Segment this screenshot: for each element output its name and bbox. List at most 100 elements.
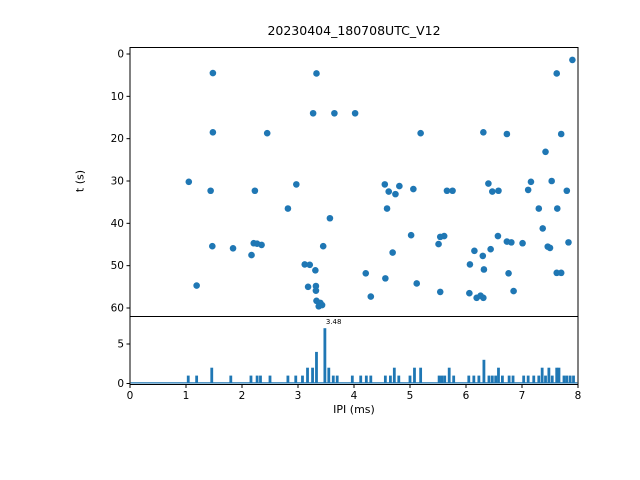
scatter-point bbox=[569, 56, 576, 64]
scatter-point bbox=[383, 205, 391, 212]
scatter-point bbox=[563, 187, 571, 195]
scatter-point bbox=[389, 249, 396, 256]
scatter-point bbox=[315, 303, 323, 310]
scatter-point bbox=[392, 190, 399, 198]
scatter-point bbox=[417, 129, 424, 137]
scatter-point bbox=[485, 180, 492, 187]
scatter-axes-frame bbox=[129, 47, 579, 317]
histogram-bar bbox=[259, 375, 262, 384]
histogram-bar bbox=[210, 367, 214, 384]
scatter-y-axis-label: t (s) bbox=[73, 169, 87, 193]
scatter-point bbox=[489, 188, 496, 195]
histogram-bar bbox=[268, 375, 272, 384]
scatter-y-tick-label: 60 bbox=[111, 303, 124, 315]
scatter-point bbox=[548, 177, 555, 185]
scatter-point bbox=[326, 214, 334, 222]
scatter-point bbox=[436, 288, 444, 296]
histogram-y-tick-label: 5 bbox=[117, 339, 124, 351]
scatter-point bbox=[440, 232, 448, 240]
x-axis-tick-label: 2 bbox=[239, 390, 246, 402]
histogram-bar bbox=[389, 375, 392, 384]
scatter-point bbox=[527, 178, 535, 186]
histogram-bar bbox=[497, 367, 500, 384]
histogram-bar bbox=[392, 367, 396, 384]
scatter-point bbox=[304, 283, 312, 291]
x-axis-tick-label: 5 bbox=[407, 390, 414, 402]
scatter-point bbox=[229, 245, 237, 252]
scatter-point bbox=[381, 181, 389, 188]
histogram-bar bbox=[526, 375, 530, 384]
histogram-bar bbox=[397, 375, 401, 384]
histogram-bar bbox=[306, 367, 309, 384]
scatter-point bbox=[251, 187, 259, 195]
histogram-bar bbox=[350, 375, 354, 384]
histogram-bar bbox=[440, 375, 444, 384]
histogram-bar bbox=[229, 375, 233, 384]
histogram-bar bbox=[522, 375, 526, 384]
scatter-point bbox=[539, 225, 547, 232]
scatter-point bbox=[367, 293, 375, 300]
scatter-point bbox=[396, 182, 403, 190]
scatter-point bbox=[248, 251, 255, 259]
scatter-point bbox=[306, 261, 314, 269]
scatter-point bbox=[209, 129, 217, 136]
scatter-point bbox=[193, 282, 200, 289]
scatter-point bbox=[557, 269, 565, 277]
scatter-y-tick-label: 10 bbox=[111, 91, 124, 103]
scatter-point bbox=[313, 70, 320, 77]
histogram-peak-annotation: 3.48 bbox=[325, 318, 342, 327]
histogram-bar bbox=[487, 375, 491, 384]
scatter-point bbox=[209, 242, 216, 250]
histogram-bar bbox=[364, 375, 368, 384]
scatter-point bbox=[435, 240, 442, 248]
histogram-bar bbox=[195, 375, 199, 384]
scatter-point bbox=[495, 187, 502, 195]
scatter-point bbox=[553, 70, 561, 77]
scatter-y-tick-label: 20 bbox=[111, 133, 124, 145]
histogram-bar bbox=[419, 367, 423, 384]
scatter-point bbox=[524, 186, 532, 194]
histogram-bar bbox=[555, 367, 559, 384]
scatter-point bbox=[505, 269, 512, 277]
scatter-y-tick-label: 30 bbox=[111, 176, 124, 188]
scatter-point bbox=[466, 289, 473, 297]
histogram-bar bbox=[568, 375, 572, 384]
scatter-point bbox=[185, 178, 193, 186]
scatter-y-tick-label: 40 bbox=[111, 218, 124, 230]
scatter-point bbox=[413, 280, 421, 287]
scatter-point bbox=[382, 275, 389, 282]
scatter-point bbox=[510, 287, 517, 295]
histogram-bar bbox=[383, 375, 387, 384]
scatter-point bbox=[508, 239, 515, 246]
scatter-y-tick-label: 50 bbox=[111, 260, 124, 272]
scatter-y-tick-label: 0 bbox=[117, 49, 124, 61]
histogram-bar bbox=[467, 375, 471, 384]
scatter-point bbox=[535, 205, 543, 212]
scatter-point bbox=[466, 261, 474, 268]
scatter-point bbox=[207, 187, 214, 195]
histogram-bar bbox=[507, 375, 511, 384]
scatter-point bbox=[263, 129, 271, 137]
scatter-point bbox=[480, 266, 488, 273]
histogram-y-tick-label: 0 bbox=[117, 378, 124, 390]
scatter-point bbox=[309, 109, 317, 117]
histogram-bar bbox=[301, 375, 304, 384]
scatter-point bbox=[312, 267, 319, 274]
x-axis-tick-label: 0 bbox=[127, 390, 134, 402]
histogram-bar bbox=[331, 375, 335, 384]
histogram-bar bbox=[482, 359, 486, 384]
histogram-bar bbox=[490, 375, 494, 384]
scatter-point bbox=[410, 185, 417, 193]
scatter-point bbox=[487, 245, 494, 253]
x-axis-tick-label: 4 bbox=[351, 390, 358, 402]
scatter-point bbox=[331, 109, 338, 117]
scatter-point bbox=[385, 188, 393, 195]
scatter-point bbox=[503, 130, 511, 138]
scatter-point bbox=[494, 232, 502, 240]
scatter-point bbox=[407, 231, 415, 239]
histogram-bar bbox=[315, 351, 318, 384]
x-axis-tick-label: 8 bbox=[575, 390, 582, 402]
scatter-point bbox=[546, 244, 554, 252]
scatter-point bbox=[519, 239, 526, 247]
